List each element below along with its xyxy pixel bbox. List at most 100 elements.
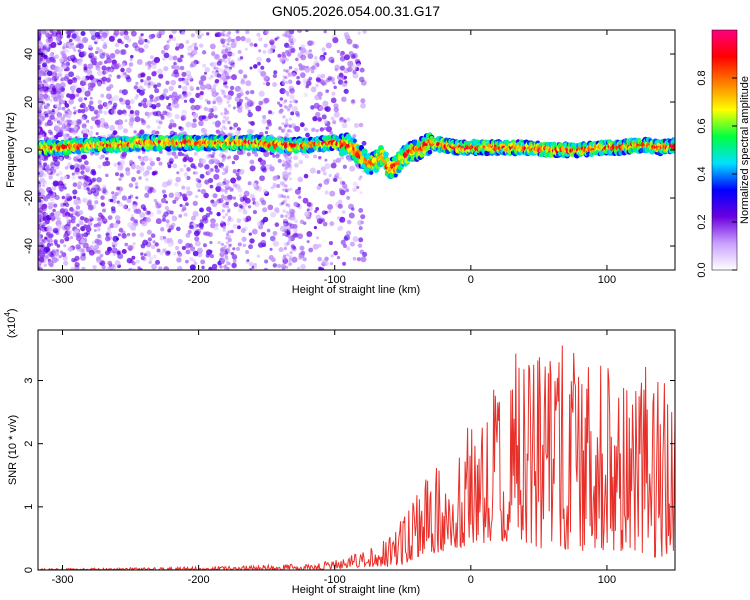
heatmap-cell (159, 150, 163, 154)
heatmap-cell (281, 51, 285, 55)
heatmap-cell (294, 188, 301, 195)
heatmap-cell (42, 62, 48, 68)
heatmap-cell (183, 172, 189, 177)
heatmap-cell (50, 242, 54, 246)
heatmap-cell (145, 217, 151, 223)
heatmap-cell (52, 59, 56, 63)
heatmap-cell (272, 240, 280, 247)
heatmap-cell (221, 50, 225, 55)
heatmap-cell (70, 42, 74, 46)
heatmap-cell (199, 222, 204, 228)
heatmap-cell (96, 249, 101, 254)
heatmap-cell (258, 37, 263, 42)
heatmap-cell (126, 232, 131, 237)
heatmap-cell (113, 95, 119, 101)
heatmap-cell (283, 229, 287, 233)
heatmap-cell (103, 122, 109, 127)
heatmap-cell (252, 182, 257, 187)
heatmap-cell (131, 267, 136, 270)
heatmap-cell (245, 30, 250, 35)
heatmap-cell (243, 202, 248, 208)
heatmap-cell (192, 200, 198, 207)
heatmap-cell (84, 175, 89, 181)
heatmap-cell (263, 97, 270, 104)
heatmap-cell (256, 254, 261, 258)
heatmap-cell (346, 219, 352, 225)
heatmap-cell (169, 122, 173, 127)
heatmap-cell (322, 221, 328, 227)
heatmap-cell (242, 217, 247, 222)
heatmap-cell (218, 98, 224, 103)
heatmap-cell (221, 158, 225, 162)
heatmap-cell (290, 111, 295, 116)
heatmap-cell (171, 215, 176, 219)
heatmap-cell (168, 192, 174, 198)
heatmap-cell (344, 188, 350, 193)
heatmap-cell (167, 150, 172, 156)
heatmap-cell (249, 42, 254, 47)
heatmap-cell (76, 87, 82, 94)
heatmap-cell (117, 191, 122, 195)
heatmap-cell (73, 111, 77, 115)
heatmap-cell (128, 120, 134, 127)
heatmap-cell (42, 180, 48, 185)
heatmap-cell (140, 72, 145, 78)
heatmap-cell (88, 44, 92, 49)
heatmap-cell (198, 95, 203, 100)
heatmap-cell (108, 35, 115, 42)
heatmap-cell (284, 199, 288, 203)
heatmap-cell (111, 59, 117, 65)
heatmap-cell (109, 53, 116, 59)
heatmap-cell (276, 183, 281, 189)
heatmap-cell (276, 36, 280, 40)
heatmap-cell (265, 126, 269, 130)
heatmap-cell (105, 157, 109, 161)
heatmap-cell (50, 169, 54, 173)
heatmap-cell (342, 164, 347, 169)
heatmap-cell (206, 100, 211, 105)
heatmap-cell (61, 100, 66, 105)
heatmap-cell (130, 54, 134, 59)
heatmap-cell (139, 212, 146, 219)
heatmap-cell (38, 66, 41, 71)
heatmap-cell (62, 84, 66, 88)
heatmap-cell (200, 158, 207, 165)
heatmap-cell (358, 237, 364, 243)
heatmap-cell (261, 200, 267, 206)
heatmap-cell (79, 247, 86, 254)
heatmap-cell (105, 52, 110, 57)
heatmap-cell (295, 80, 301, 86)
heatmap-cell (68, 98, 74, 105)
heatmap-cell (284, 218, 288, 222)
heatmap-cell (156, 209, 162, 215)
heatmap-cell (323, 119, 328, 124)
heatmap-cell (237, 208, 243, 213)
heatmap-cell (102, 44, 108, 50)
heatmap-cell (119, 159, 126, 166)
heatmap-cell (117, 109, 123, 116)
heatmap-cell (289, 88, 295, 94)
heatmap-cell (288, 117, 293, 121)
heatmap-cell (232, 259, 237, 263)
heatmap-cell (96, 227, 101, 232)
heatmap-cell (319, 182, 323, 187)
heatmap-cell (283, 246, 287, 251)
heatmap-cell (196, 60, 200, 65)
heatmap-cell (56, 88, 62, 94)
heatmap-cell (174, 114, 180, 120)
heatmap-cell (244, 47, 248, 51)
heatmap-cell (216, 73, 222, 78)
heatmap-cell (272, 263, 278, 268)
heatmap-cell (226, 42, 230, 46)
heatmap-cell (140, 79, 144, 83)
heatmap-cell (343, 75, 348, 80)
heatmap-cell (346, 195, 351, 200)
heatmap-cell (294, 162, 299, 168)
heatmap-cell (317, 117, 323, 122)
heatmap-cell (97, 104, 104, 110)
heatmap-cell (79, 80, 86, 87)
heatmap-cell (74, 261, 80, 268)
heatmap-cell (225, 85, 229, 89)
heatmap-cell (94, 119, 101, 126)
heatmap-cell (155, 218, 162, 225)
